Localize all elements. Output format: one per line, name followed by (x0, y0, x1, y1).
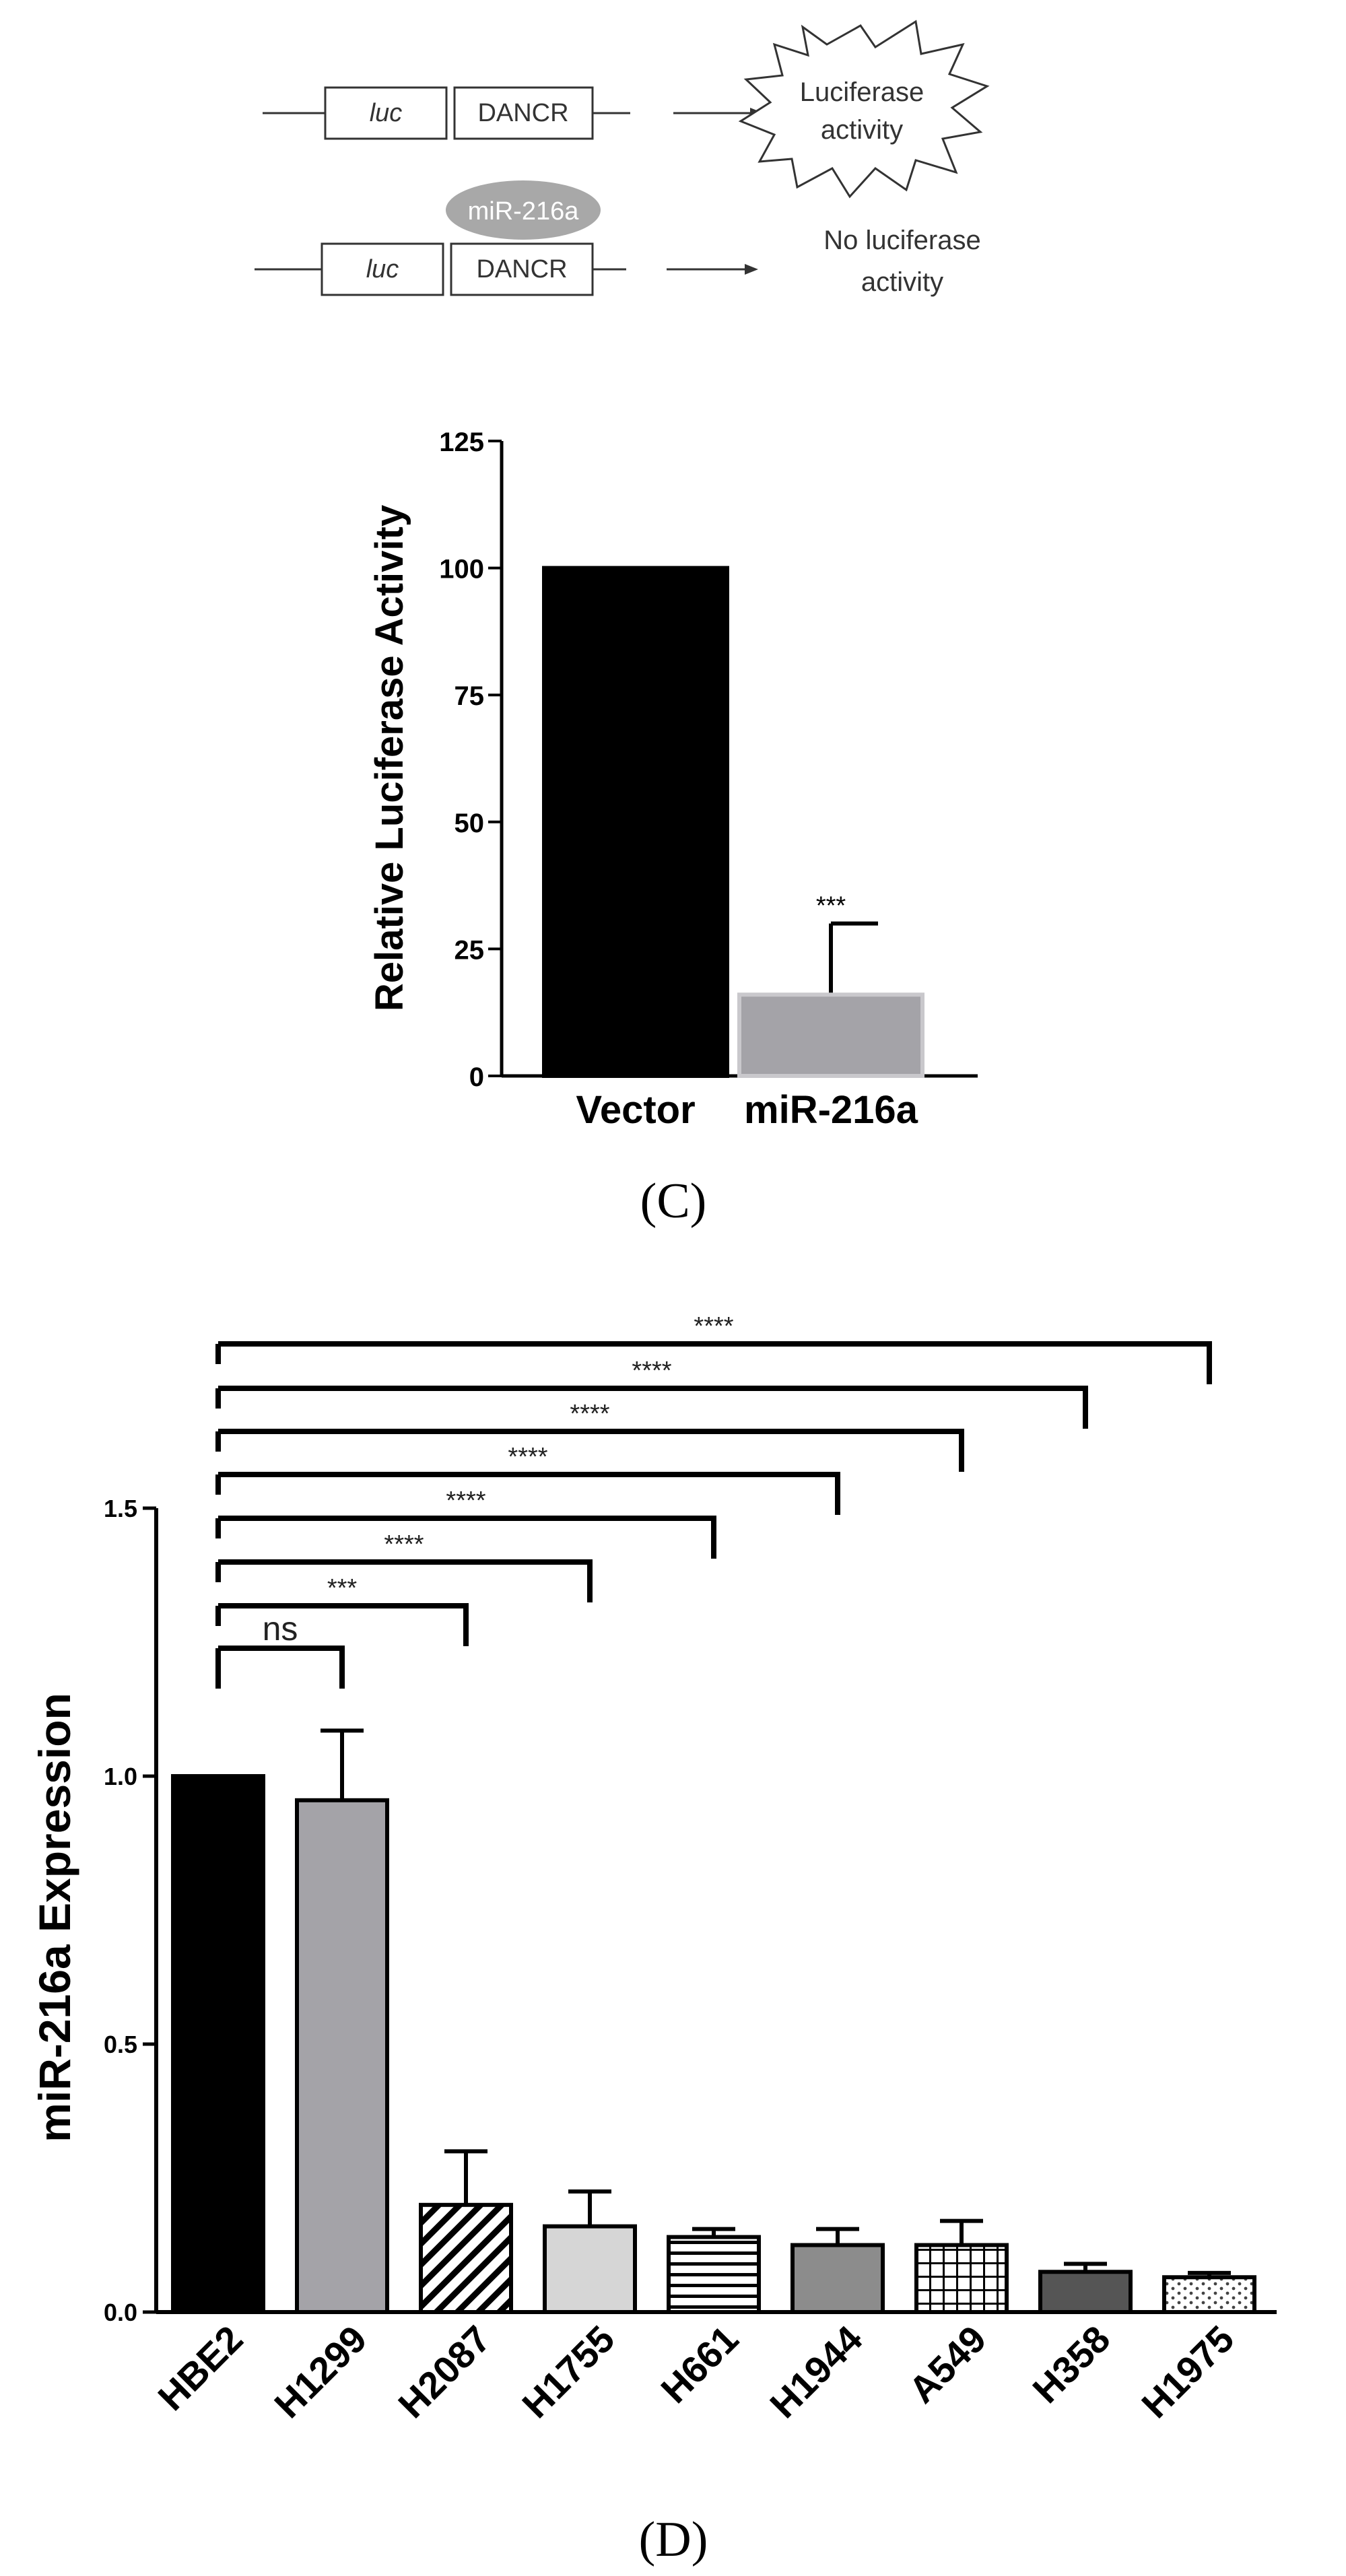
luciferase-burst (738, 20, 990, 199)
chart-c-bar (737, 992, 924, 1079)
chart-d-y-tick-label: 1.5 (104, 1495, 137, 1522)
luc-box-1 (324, 86, 448, 140)
chart-d-bar (171, 1774, 265, 2314)
chart-d-bar (543, 2224, 637, 2314)
chart-d-bar (1162, 2275, 1256, 2315)
chart-d-x-tick-label: A549 (900, 2317, 994, 2411)
chart-d-significance: *** (327, 1574, 358, 1602)
luc-box-2 (321, 242, 444, 296)
no-luciferase-text-1: No luciferase (823, 226, 980, 255)
dancr-box-1 (453, 86, 594, 140)
chart-c-y-tick-label: 125 (439, 428, 484, 457)
mirna-ellipse (446, 180, 601, 240)
chart-c-y-tick-label: 50 (455, 809, 485, 838)
chart-c: 0 25 50 75 100 125 Vector miR-216a *** Relative L… (368, 428, 978, 1132)
chart-d-y-axis-label: miR-216a Expression (30, 1693, 79, 2142)
panel-c-label: (C) (640, 1174, 707, 1229)
luc-label-1: luc (370, 99, 403, 127)
chart-d-x-tick-label: H358 (1024, 2317, 1118, 2411)
chart-c-bar (542, 566, 729, 1078)
chart-d-x-tick-label: H1975 (1133, 2317, 1242, 2426)
chart-c-y-tick-label: 100 (439, 555, 484, 584)
chart-d-x-tick-label: H661 (652, 2317, 746, 2411)
chart-d-x-tick-label: H1755 (514, 2317, 622, 2426)
chart-d-significance: **** (508, 1443, 547, 1471)
chart-d-bar (667, 2235, 761, 2315)
chart-d-bar (419, 2202, 513, 2315)
diagram-row-2: miR-216a luc DANCR No luciferase activit… (255, 180, 981, 297)
chart-c-x-tick-label: miR-216a (744, 1088, 918, 1132)
chart-d-y-tick-label: 0.0 (104, 2299, 137, 2326)
luciferase-text-1: Luciferase (800, 77, 924, 107)
chart-d-bar (295, 1798, 389, 2315)
chart-d-x-tick-label: H2087 (390, 2317, 498, 2426)
chart-d-bar (914, 2243, 1009, 2314)
chart-c-y-tick-label: 75 (455, 681, 485, 711)
chart-d: 0.0 0.5 1.0 1.5 HBE2 H1299 H2087 H1755 H661 H1944… (30, 1312, 1277, 2426)
chart-d-y-tick-label: 1.0 (104, 1763, 137, 1790)
dancr-label-1: DANCR (477, 99, 568, 127)
dancr-label-2: DANCR (476, 255, 567, 283)
chart-d-significance: **** (384, 1530, 424, 1559)
chart-d-significance: **** (632, 1357, 671, 1385)
chart-c-x-tick-label: Vector (576, 1088, 695, 1132)
chart-c-y-axis-label: Relative Luciferase Activity (368, 505, 411, 1011)
chart-d-bar (790, 2243, 885, 2314)
chart-c-y-tick-label: 0 (469, 1062, 484, 1092)
chart-d-bar (1038, 2270, 1133, 2315)
chart-d-significance: **** (570, 1400, 609, 1428)
chart-d-y-tick-label: 0.5 (104, 2031, 137, 2058)
mirna-label: miR-216a (468, 197, 580, 226)
chart-c-significance: *** (816, 892, 846, 920)
no-luciferase-text-2: activity (861, 267, 943, 297)
chart-c-y-tick-label: 25 (455, 935, 485, 965)
luciferase-text-2: activity (821, 115, 903, 145)
chart-d-significance: **** (694, 1312, 733, 1341)
chart-d-x-tick-label: HBE2 (149, 2317, 250, 2418)
chart-d-x-tick-label: H1299 (266, 2317, 374, 2426)
panel-d-label: (D) (639, 2512, 708, 2567)
chart-d-significance: ns (263, 1610, 298, 1648)
luc-label-2: luc (366, 255, 399, 283)
chart-d-x-tick-label: H1944 (762, 2317, 870, 2426)
chart-d-significance: **** (446, 1487, 485, 1515)
diagram-row-1: luc DANCR Luciferase activity (263, 20, 990, 199)
